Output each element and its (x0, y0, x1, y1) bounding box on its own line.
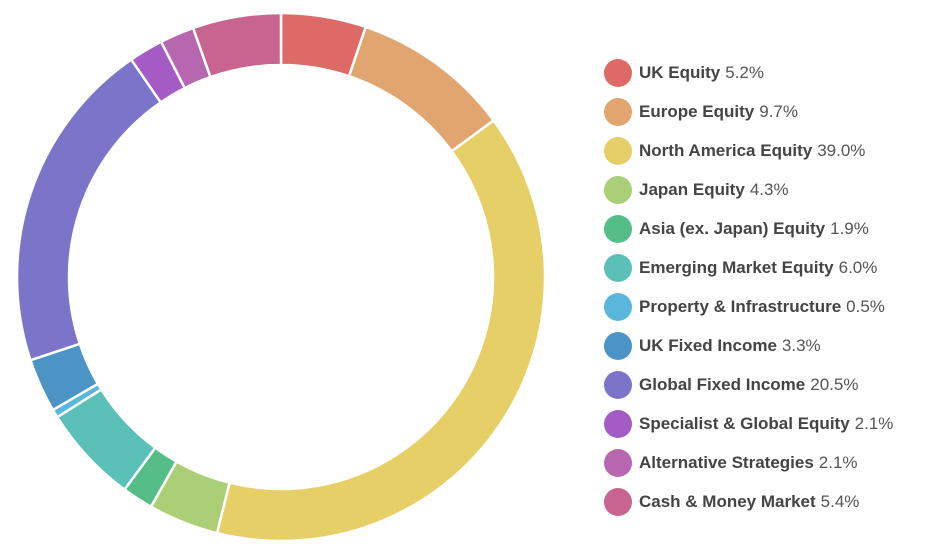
legend-value: 0.5% (846, 296, 885, 316)
legend-swatch (604, 58, 632, 87)
legend-item[interactable]: Alternative Strategies 2.1% (604, 443, 934, 482)
donut-slice[interactable] (15, 58, 162, 362)
legend-value: 6.0% (838, 257, 878, 277)
legend-value: 5.4% (820, 491, 860, 511)
donut-chart (15, 11, 547, 543)
legend-value: 2.1% (854, 413, 894, 433)
legend-item[interactable]: UK Equity 5.2% (604, 53, 934, 92)
legend-label: Property & Infrastructure (639, 296, 842, 316)
legend-item[interactable]: Japan Equity 4.3% (604, 170, 934, 209)
legend-value: 5.2% (725, 62, 764, 82)
legend-value: 9.7% (759, 101, 798, 121)
legend-item[interactable]: Global Fixed Income 20.5% (604, 365, 934, 404)
legend-swatch (604, 253, 632, 282)
donut-slice[interactable] (215, 119, 547, 543)
legend-label: Europe Equity (639, 101, 755, 121)
legend-item[interactable]: Europe Equity 9.7% (604, 92, 934, 131)
legend-label: Cash & Money Market (639, 491, 816, 511)
legend-item[interactable]: Asia (ex. Japan) Equity 1.9% (604, 209, 934, 248)
legend-value: 2.1% (818, 452, 858, 472)
legend-label: Asia (ex. Japan) Equity (639, 218, 826, 238)
donut-slice[interactable] (191, 11, 283, 79)
legend-value: 39.0% (817, 140, 866, 160)
legend-value: 4.3% (749, 179, 789, 199)
legend-label: Emerging Market Equity (639, 257, 834, 277)
legend-swatch (604, 292, 632, 321)
legend-swatch (604, 409, 632, 438)
legend-swatch (604, 136, 632, 165)
legend-swatch (604, 370, 632, 399)
legend-item[interactable]: Cash & Money Market 5.4% (604, 482, 934, 521)
legend-label: UK Equity (639, 62, 721, 82)
legend-swatch (604, 175, 632, 204)
legend-label: UK Fixed Income (639, 335, 777, 355)
legend-value: 1.9% (830, 218, 869, 238)
legend-item[interactable]: Property & Infrastructure 0.5% (604, 287, 934, 326)
legend-item[interactable]: Emerging Market Equity 6.0% (604, 248, 934, 287)
legend-swatch (604, 487, 632, 516)
legend-label: North America Equity (639, 140, 813, 160)
legend-swatch (604, 448, 632, 477)
legend-item[interactable]: North America Equity 39.0% (604, 131, 934, 170)
legend-swatch (604, 331, 632, 360)
legend-item[interactable]: UK Fixed Income 3.3% (604, 326, 934, 365)
legend-label: Japan Equity (639, 179, 745, 199)
chart-legend: UK Equity 5.2% Europe Equity 9.7% North … (604, 53, 934, 521)
donut-slice[interactable] (347, 25, 495, 153)
legend-value: 20.5% (810, 374, 859, 394)
legend-swatch (604, 97, 632, 126)
legend-label: Specialist & Global Equity (639, 413, 850, 433)
legend-swatch (604, 214, 632, 243)
legend-label: Global Fixed Income (639, 374, 806, 394)
legend-item[interactable]: Specialist & Global Equity 2.1% (604, 404, 934, 443)
legend-label: Alternative Strategies (639, 452, 814, 472)
legend-value: 3.3% (781, 335, 821, 355)
